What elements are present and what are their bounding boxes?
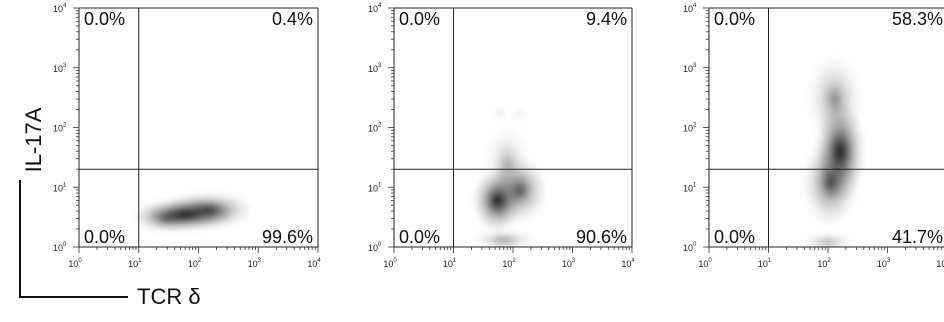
density-cluster-2-level-5 <box>516 185 524 195</box>
quadrant-upper-left-label: 0.0% <box>84 9 125 29</box>
quadrant-lower-left-label: 0.0% <box>399 227 440 247</box>
density-cluster-3-level-5 <box>162 216 172 221</box>
quadrant-upper-left-label: 0.0% <box>714 9 755 29</box>
plot-panel-3: 100 101 102 103 104 100 101 102 103 104 0.0% 58.3% 0… <box>683 3 944 269</box>
density-cluster-2-level-5 <box>826 176 835 189</box>
quadrant-lower-left-label: 0.0% <box>84 227 125 247</box>
density-plot-panels: 100 101 102 103 104 100 101 102 103 104 0.0% 0.4% 0.… <box>53 3 944 269</box>
x-tick-label: 102 <box>188 258 202 269</box>
y-tick-label: 100 <box>683 242 697 253</box>
x-tick-label: 102 <box>502 258 516 269</box>
quadrant-lower-right-label: 99.6% <box>262 227 313 247</box>
y-tick-label: 102 <box>368 123 382 134</box>
density-cloud <box>805 69 863 247</box>
y-axis-title: IL-17A <box>21 107 46 172</box>
quadrant-upper-right-label: 9.4% <box>586 9 627 29</box>
y-tick-label: 103 <box>683 63 697 74</box>
x-tick-label: 103 <box>877 258 891 269</box>
y-tick-label: 101 <box>53 182 67 193</box>
x-tick-label: 101 <box>443 258 457 269</box>
y-tick-label: 101 <box>683 182 697 193</box>
density-cluster-3-level-5 <box>504 158 511 169</box>
y-tick-label: 103 <box>368 63 382 74</box>
quadrant-lower-right-label: 90.6% <box>576 227 627 247</box>
y-tick-label: 103 <box>53 63 67 74</box>
plot-panel-2: 100 101 102 103 104 100 101 102 103 104 0.0% 9.4% 0.… <box>368 3 635 269</box>
y-tick-label: 101 <box>368 182 382 193</box>
y-tick-label: 102 <box>683 123 697 134</box>
quadrant-lower-left-label: 0.0% <box>714 227 755 247</box>
density-cloud <box>473 110 546 247</box>
quadrant-upper-right-label: 0.4% <box>272 9 313 29</box>
x-tick-label: 104 <box>307 258 321 269</box>
y-tick-label: 100 <box>368 242 382 253</box>
quadrant-upper-right-label: 58.3% <box>892 9 943 29</box>
quadrant-lower-right-label: 41.7% <box>892 227 943 247</box>
x-tick-label: 103 <box>562 258 576 269</box>
x-tick-label: 103 <box>248 258 262 269</box>
y-tick-label: 102 <box>53 123 67 134</box>
plot-panel-1: 100 101 102 103 104 100 101 102 103 104 0.0% 0.4% 0.… <box>53 3 321 269</box>
x-tick-label: 100 <box>68 258 82 269</box>
quadrant-upper-left-label: 0.0% <box>399 9 440 29</box>
y-tick-label: 104 <box>683 3 697 14</box>
density-cluster-4-level-5 <box>824 241 832 244</box>
density-cluster-6-level-5 <box>518 112 521 115</box>
x-tick-label: 101 <box>128 258 142 269</box>
y-tick-label: 104 <box>368 3 382 14</box>
x-tick-label: 104 <box>621 258 635 269</box>
y-tick-label: 100 <box>53 242 67 253</box>
x-tick-label: 100 <box>383 258 397 269</box>
x-tick-label: 101 <box>758 258 772 269</box>
x-axis-title: TCR δ <box>137 284 201 309</box>
density-cluster-5-level-5 <box>498 112 501 115</box>
x-tick-label: 100 <box>698 258 712 269</box>
density-cluster-4-level-5 <box>499 238 509 242</box>
x-tick-label: 104 <box>936 258 944 269</box>
axis-title-bracket <box>19 180 128 298</box>
y-tick-label: 104 <box>53 3 67 14</box>
density-cluster-3-level-5 <box>831 93 839 105</box>
density-cloud <box>136 193 250 231</box>
density-cluster-2-level-5 <box>203 207 215 213</box>
x-tick-label: 102 <box>817 258 831 269</box>
